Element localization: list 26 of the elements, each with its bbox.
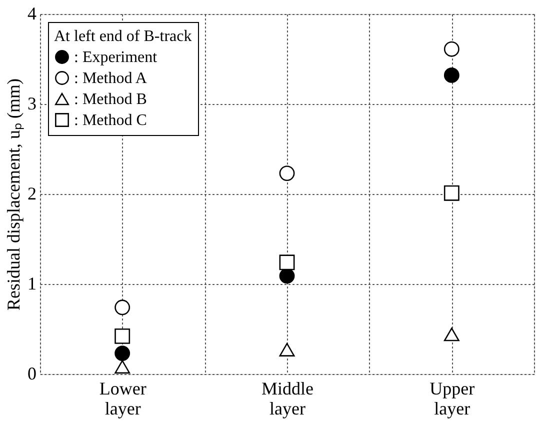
legend-label: : Method C: [74, 112, 147, 129]
x-tick-label: Middle layer: [262, 378, 314, 418]
legend-label: : Experiment: [74, 49, 158, 66]
point: [114, 300, 130, 316]
y-tick-label: 3: [28, 94, 36, 114]
point: [279, 268, 295, 284]
point: [279, 254, 295, 270]
legend-title: At left end of B-track: [54, 28, 192, 45]
point: [114, 360, 130, 374]
point: [114, 328, 130, 344]
y-axis-title: Residual displacement, uₚ (mm): [4, 78, 24, 310]
legend-label: : Method A: [74, 70, 148, 87]
point: [444, 41, 460, 57]
point: [444, 328, 460, 342]
x-tick-label: Upper layer: [430, 378, 475, 418]
point: [444, 67, 460, 83]
y-tick-label: 4: [28, 4, 36, 24]
point: [444, 185, 460, 201]
y-tick-label: 2: [28, 184, 36, 204]
legend-label: : Method B: [74, 91, 147, 108]
point: [114, 346, 130, 362]
point: [279, 166, 295, 182]
y-tick-label: 1: [28, 274, 36, 294]
y-tick-label: 0: [28, 364, 36, 384]
point: [279, 342, 295, 356]
x-tick-label: Lower layer: [99, 378, 146, 418]
